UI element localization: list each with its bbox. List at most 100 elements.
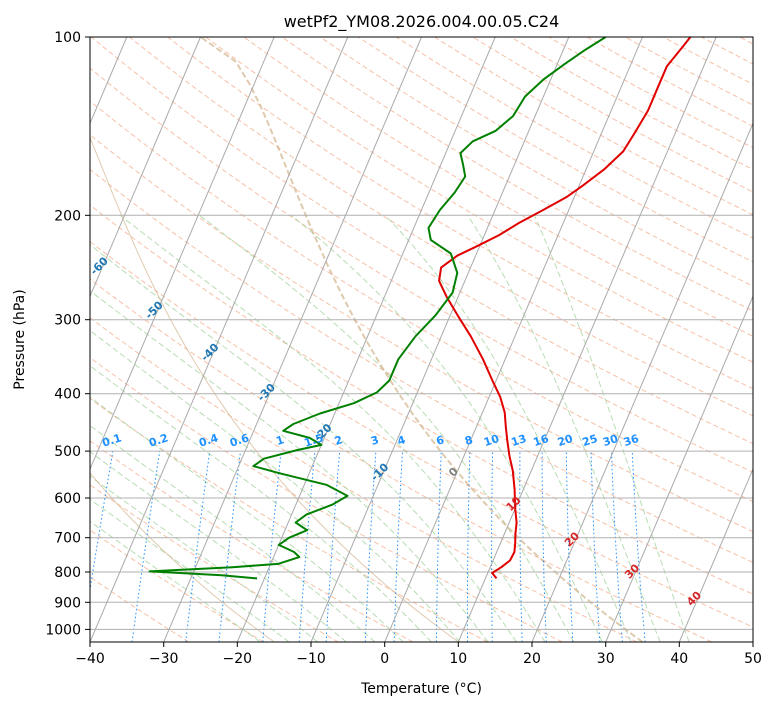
y-tick-label: 300 <box>54 313 81 329</box>
dry-adiabat <box>90 241 753 628</box>
mixing-ratio-label: 3 <box>369 433 380 448</box>
grid-lines <box>90 37 753 642</box>
moist-adiabat <box>533 215 690 642</box>
mixing-ratio-label: 0.1 <box>101 431 124 449</box>
theta-e-curve <box>90 472 275 642</box>
mixing-ratio-line <box>90 451 114 593</box>
mixing-ratio-label: 4 <box>396 433 408 448</box>
dry-adiabat <box>90 484 339 642</box>
x-axis-title: Temperature (°C) <box>360 681 482 697</box>
mixing-ratio-label: 1.5 <box>303 431 326 449</box>
moist-adiabat <box>90 424 376 642</box>
isotherm <box>310 37 570 642</box>
isotherm <box>457 37 717 642</box>
mixing-ratio-label: 0.4 <box>197 431 220 449</box>
moist-adiabat <box>90 498 290 642</box>
dry-adiabat <box>90 100 753 503</box>
moist-adiabat <box>90 520 261 642</box>
y-tick-label: 500 <box>54 444 81 460</box>
dry-adiabat <box>90 134 753 533</box>
background-lines <box>90 37 753 642</box>
plot-area <box>90 37 753 642</box>
theta-e-curve <box>199 37 644 642</box>
mixing-ratio-label: 1 <box>274 433 285 448</box>
x-tick-label: 30 <box>597 651 615 667</box>
mixing-ratio-line <box>631 451 646 642</box>
chart-title: wetPf2_YM08.2026.004.00.05.C24 <box>284 12 560 32</box>
temperature-profile-line <box>438 37 692 580</box>
dry-adiabat <box>90 67 753 473</box>
mixing-ratio-line <box>262 451 282 642</box>
mixing-ratio-label: 10 <box>482 432 501 449</box>
x-tick-label: 20 <box>523 651 541 667</box>
dry-adiabat <box>205 37 753 363</box>
x-tick-label: −40 <box>75 651 105 667</box>
mixing-ratio-label: 8 <box>463 433 474 448</box>
isotherm <box>678 467 753 642</box>
mixing-ratio-label: 0.6 <box>228 431 251 449</box>
moist-adiabat <box>119 214 546 642</box>
moist-adiabat <box>291 214 603 642</box>
y-tick-label: 200 <box>54 208 81 224</box>
moist-adiabat <box>90 329 461 642</box>
dry-adiabat <box>167 37 753 390</box>
dry-adiabat <box>281 37 753 312</box>
moist-adiabat <box>384 214 632 642</box>
mixing-ratio-label: 6 <box>435 433 447 448</box>
isotherm <box>531 122 753 642</box>
dry-adiabat <box>90 356 563 642</box>
dry-adiabat <box>90 278 712 642</box>
moist-adiabat <box>90 475 319 642</box>
mixing-ratio-line <box>185 451 211 642</box>
mixing-ratio-label: 13 <box>510 432 529 449</box>
mixing-ratio-label: 16 <box>532 432 551 449</box>
x-tick-label: −30 <box>149 651 179 667</box>
plot-frame <box>89 36 754 643</box>
x-tick-label: 40 <box>670 651 688 667</box>
dewpoint-profile-line <box>148 37 607 580</box>
moist-adiabat <box>90 244 517 642</box>
moist-adiabat <box>199 214 575 642</box>
axes: −40 −30 −20 −10 0 10 20 30 40 5010020030040050060… <box>45 30 762 667</box>
dry-adiabat <box>90 204 753 595</box>
dry-adiabat <box>90 529 264 642</box>
moist-adiabat <box>90 290 489 642</box>
isotherm <box>90 37 349 642</box>
y-tick-label: 600 <box>54 491 81 507</box>
y-tick-label: 100 <box>54 30 81 46</box>
mixing-ratio-line <box>218 451 241 642</box>
moist-adiabat <box>467 215 661 642</box>
moist-adiabat <box>90 365 432 642</box>
dry-adiabat <box>243 37 753 337</box>
y-tick-label: 400 <box>54 387 81 403</box>
isotherm <box>90 37 201 298</box>
mixing-ratio-label: 30 <box>601 432 620 449</box>
isotherm <box>384 37 643 642</box>
mixing-ratio-label: 0.2 <box>147 431 170 449</box>
isotherm <box>236 37 496 642</box>
isotherm <box>163 37 422 642</box>
moist-adiabat <box>90 451 347 642</box>
mixing-ratio-label: 2 <box>333 433 344 448</box>
x-tick-label: −10 <box>296 651 326 667</box>
y-axis-title: Pressure (hPa) <box>12 289 28 389</box>
data-series <box>148 37 692 580</box>
mixing-ratio-label: 25 <box>581 432 600 449</box>
mixing-ratio-label: 20 <box>556 432 575 449</box>
moist-adiabat <box>90 396 404 642</box>
y-tick-label: 1000 <box>45 622 81 638</box>
dry-adiabat <box>90 397 488 642</box>
isotherm <box>605 295 753 642</box>
x-tick-label: 10 <box>449 651 467 667</box>
x-tick-label: 50 <box>744 651 762 667</box>
mixing-ratio-label: 36 <box>622 432 641 449</box>
x-tick-label: 0 <box>380 651 389 667</box>
y-tick-label: 900 <box>54 595 81 611</box>
mixing-ratio-line <box>298 451 316 642</box>
x-tick-label: −20 <box>223 651 253 667</box>
y-tick-label: 800 <box>54 565 81 581</box>
isotherm <box>90 37 275 471</box>
y-tick-label: 700 <box>54 531 81 547</box>
theta-e-curve <box>90 136 459 642</box>
